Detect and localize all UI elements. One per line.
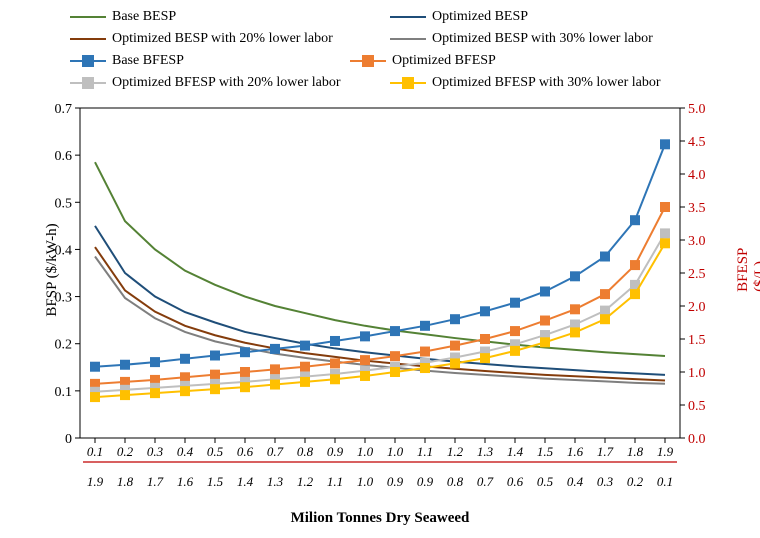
svg-text:1.5: 1.5 — [207, 474, 224, 489]
svg-text:3.5: 3.5 — [688, 201, 706, 216]
svg-text:1.4: 1.4 — [507, 444, 524, 459]
svg-text:0.3: 0.3 — [147, 444, 164, 459]
svg-text:1.1: 1.1 — [327, 474, 343, 489]
svg-text:0.3: 0.3 — [597, 474, 614, 489]
y-axis-right-label: BFESP ($/L) — [735, 248, 760, 292]
svg-text:0.5: 0.5 — [537, 474, 554, 489]
svg-text:0.2: 0.2 — [627, 474, 644, 489]
svg-text:1.5: 1.5 — [537, 444, 554, 459]
svg-text:0.9: 0.9 — [327, 444, 344, 459]
svg-text:0.6: 0.6 — [55, 149, 73, 164]
svg-text:0.2: 0.2 — [117, 444, 134, 459]
svg-text:1.5: 1.5 — [688, 333, 706, 348]
svg-text:1.0: 1.0 — [357, 444, 374, 459]
svg-text:1.4: 1.4 — [237, 474, 254, 489]
svg-text:0.1: 0.1 — [87, 444, 103, 459]
svg-text:1.0: 1.0 — [357, 474, 374, 489]
svg-text:0.0: 0.0 — [688, 432, 706, 447]
svg-text:3.0: 3.0 — [688, 234, 706, 249]
svg-text:0.7: 0.7 — [55, 102, 73, 117]
svg-text:1.6: 1.6 — [567, 444, 584, 459]
svg-text:1.8: 1.8 — [627, 444, 644, 459]
svg-text:0.6: 0.6 — [237, 444, 254, 459]
svg-text:5.0: 5.0 — [688, 102, 706, 117]
svg-text:2.0: 2.0 — [688, 300, 706, 315]
svg-text:0.9: 0.9 — [387, 474, 404, 489]
svg-text:1.3: 1.3 — [267, 474, 284, 489]
svg-text:1.0: 1.0 — [688, 366, 706, 381]
svg-text:1.9: 1.9 — [87, 474, 104, 489]
svg-text:0.4: 0.4 — [177, 444, 194, 459]
svg-text:0.7: 0.7 — [477, 474, 494, 489]
chart-svg: 0 0.1 0.2 0.3 0.4 0.5 0.6 0.7 0.0 0.5 1.0 1.5 2.0 2.5… — [0, 0, 760, 538]
svg-text:1.8: 1.8 — [117, 474, 134, 489]
svg-text:0.7: 0.7 — [267, 444, 284, 459]
svg-text:0.1: 0.1 — [55, 385, 73, 400]
svg-text:1.2: 1.2 — [297, 474, 314, 489]
svg-text:1.1: 1.1 — [417, 444, 433, 459]
x-axis-label: Milion Tonnes Dry Seaweed — [0, 510, 760, 527]
svg-text:0.2: 0.2 — [55, 338, 73, 353]
svg-text:4.0: 4.0 — [688, 168, 706, 183]
svg-text:1.2: 1.2 — [447, 444, 464, 459]
svg-text:0.5: 0.5 — [55, 196, 73, 211]
svg-text:1.0: 1.0 — [387, 444, 404, 459]
svg-text:0.6: 0.6 — [507, 474, 524, 489]
svg-text:0.5: 0.5 — [688, 399, 706, 414]
svg-text:1.7: 1.7 — [147, 474, 164, 489]
svg-text:0.5: 0.5 — [207, 444, 224, 459]
svg-text:1.7: 1.7 — [597, 444, 614, 459]
svg-text:0.9: 0.9 — [417, 474, 434, 489]
y-axis-left-label: BFSP ($/kW-h) — [44, 223, 61, 316]
svg-text:2.5: 2.5 — [688, 267, 706, 282]
svg-text:0.4: 0.4 — [567, 474, 584, 489]
svg-text:1.3: 1.3 — [477, 444, 494, 459]
svg-text:1.9: 1.9 — [657, 444, 674, 459]
svg-text:0.8: 0.8 — [447, 474, 464, 489]
svg-text:0.8: 0.8 — [297, 444, 314, 459]
svg-text:1.6: 1.6 — [177, 474, 194, 489]
svg-text:0.1: 0.1 — [657, 474, 673, 489]
svg-text:0: 0 — [65, 432, 72, 447]
svg-text:4.5: 4.5 — [688, 135, 706, 150]
